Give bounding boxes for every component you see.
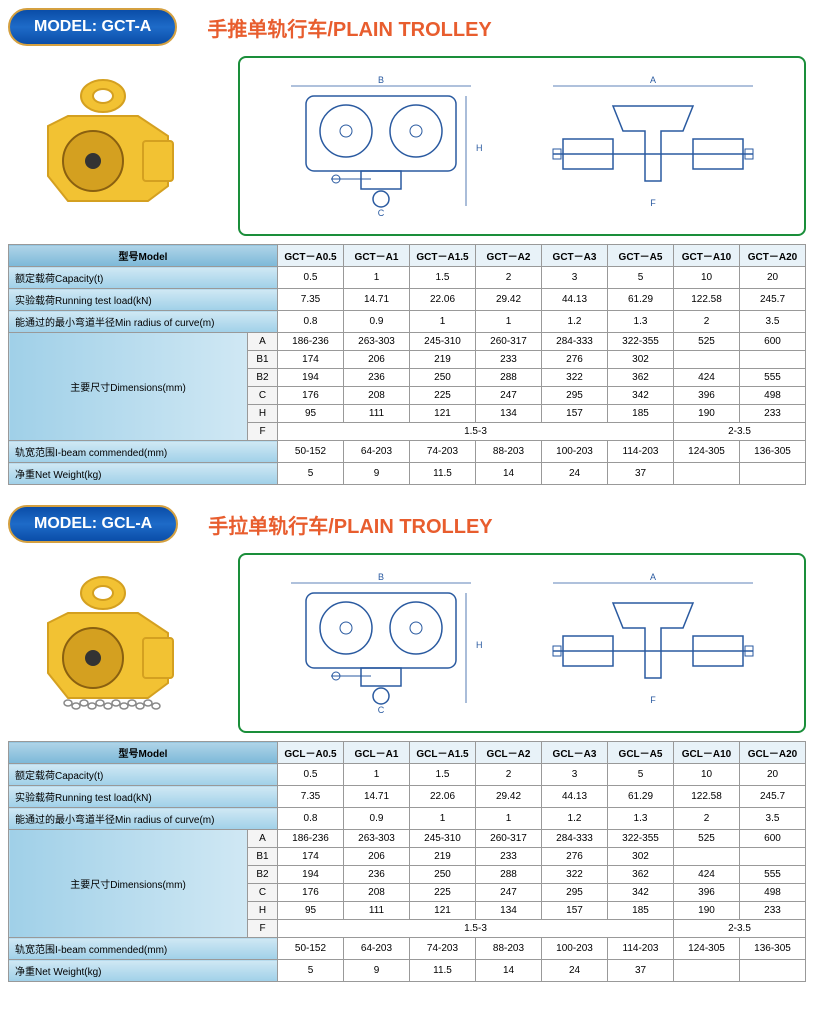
diagram-box: B H C A F — [238, 553, 806, 733]
visual-row: B H C A F — [8, 56, 806, 236]
visual-row: B H C A F — [8, 553, 806, 733]
svg-text:B: B — [378, 572, 384, 582]
svg-text:H: H — [476, 143, 483, 153]
dimensions-label: 主要尺寸Dimensions(mm) — [9, 830, 248, 938]
model-col: GCL－A5 — [608, 742, 674, 764]
spec-table: 型号ModelGCT－A0.5GCT－A1GCT－A1.5GCT－A2GCT－A… — [8, 244, 806, 485]
section-title: 手推单轨行车/PLAIN TROLLEY — [207, 13, 491, 42]
model-col: GCL－A2 — [476, 742, 542, 764]
model-col: GCT－A1 — [344, 245, 410, 267]
svg-text:C: C — [378, 208, 385, 218]
model-badge: MODEL: GCT-A — [8, 8, 177, 46]
svg-text:B: B — [378, 75, 384, 85]
model-col: GCL－A3 — [542, 742, 608, 764]
model-col: GCT－A1.5 — [410, 245, 476, 267]
svg-text:C: C — [378, 705, 385, 715]
model-col: GCT－A20 — [740, 245, 806, 267]
diagram-box: B H C A F — [238, 56, 806, 236]
ibeam-label: 轨宽范围I-beam commended(mm) — [9, 938, 278, 960]
section-header: MODEL: GCL-A 手拉单轨行车/PLAIN TROLLEY — [8, 505, 806, 543]
dimensions-label: 主要尺寸Dimensions(mm) — [9, 333, 248, 441]
product-image — [8, 553, 228, 733]
model-col: GCT－A5 — [608, 245, 674, 267]
model-col: GCL－A1 — [344, 742, 410, 764]
testload-label: 实验载荷Running test load(kN) — [9, 786, 278, 808]
svg-text:A: A — [650, 572, 656, 582]
svg-text:A: A — [650, 75, 656, 85]
model-col: GCL－A10 — [674, 742, 740, 764]
radius-label: 能通过的最小弯道半径Min radius of curve(m) — [9, 808, 278, 830]
radius-label: 能通过的最小弯道半径Min radius of curve(m) — [9, 311, 278, 333]
section-header: MODEL: GCT-A 手推单轨行车/PLAIN TROLLEY — [8, 8, 806, 46]
model-header: 型号Model — [9, 245, 278, 267]
model-col: GCL－A0.5 — [278, 742, 344, 764]
model-col: GCT－A10 — [674, 245, 740, 267]
model-col: GCT－A3 — [542, 245, 608, 267]
model-col: GCL－A20 — [740, 742, 806, 764]
product-image — [8, 56, 228, 236]
model-col: GCT－A0.5 — [278, 245, 344, 267]
svg-text:F: F — [650, 198, 656, 208]
weight-label: 净重Net Weight(kg) — [9, 960, 278, 982]
model-col: GCL－A1.5 — [410, 742, 476, 764]
product-section: MODEL: GCL-A 手拉单轨行车/PLAIN TROLLEY B H — [8, 505, 806, 982]
testload-label: 实验载荷Running test load(kN) — [9, 289, 278, 311]
product-section: MODEL: GCT-A 手推单轨行车/PLAIN TROLLEY B H — [8, 8, 806, 485]
ibeam-label: 轨宽范围I-beam commended(mm) — [9, 441, 278, 463]
weight-label: 净重Net Weight(kg) — [9, 463, 278, 485]
capacity-label: 额定载荷Capacity(t) — [9, 267, 278, 289]
capacity-label: 额定载荷Capacity(t) — [9, 764, 278, 786]
svg-text:F: F — [650, 695, 656, 705]
svg-text:H: H — [476, 640, 483, 650]
section-title: 手拉单轨行车/PLAIN TROLLEY — [208, 510, 492, 539]
model-badge: MODEL: GCL-A — [8, 505, 178, 543]
model-header: 型号Model — [9, 742, 278, 764]
spec-table: 型号ModelGCL－A0.5GCL－A1GCL－A1.5GCL－A2GCL－A… — [8, 741, 806, 982]
model-col: GCT－A2 — [476, 245, 542, 267]
